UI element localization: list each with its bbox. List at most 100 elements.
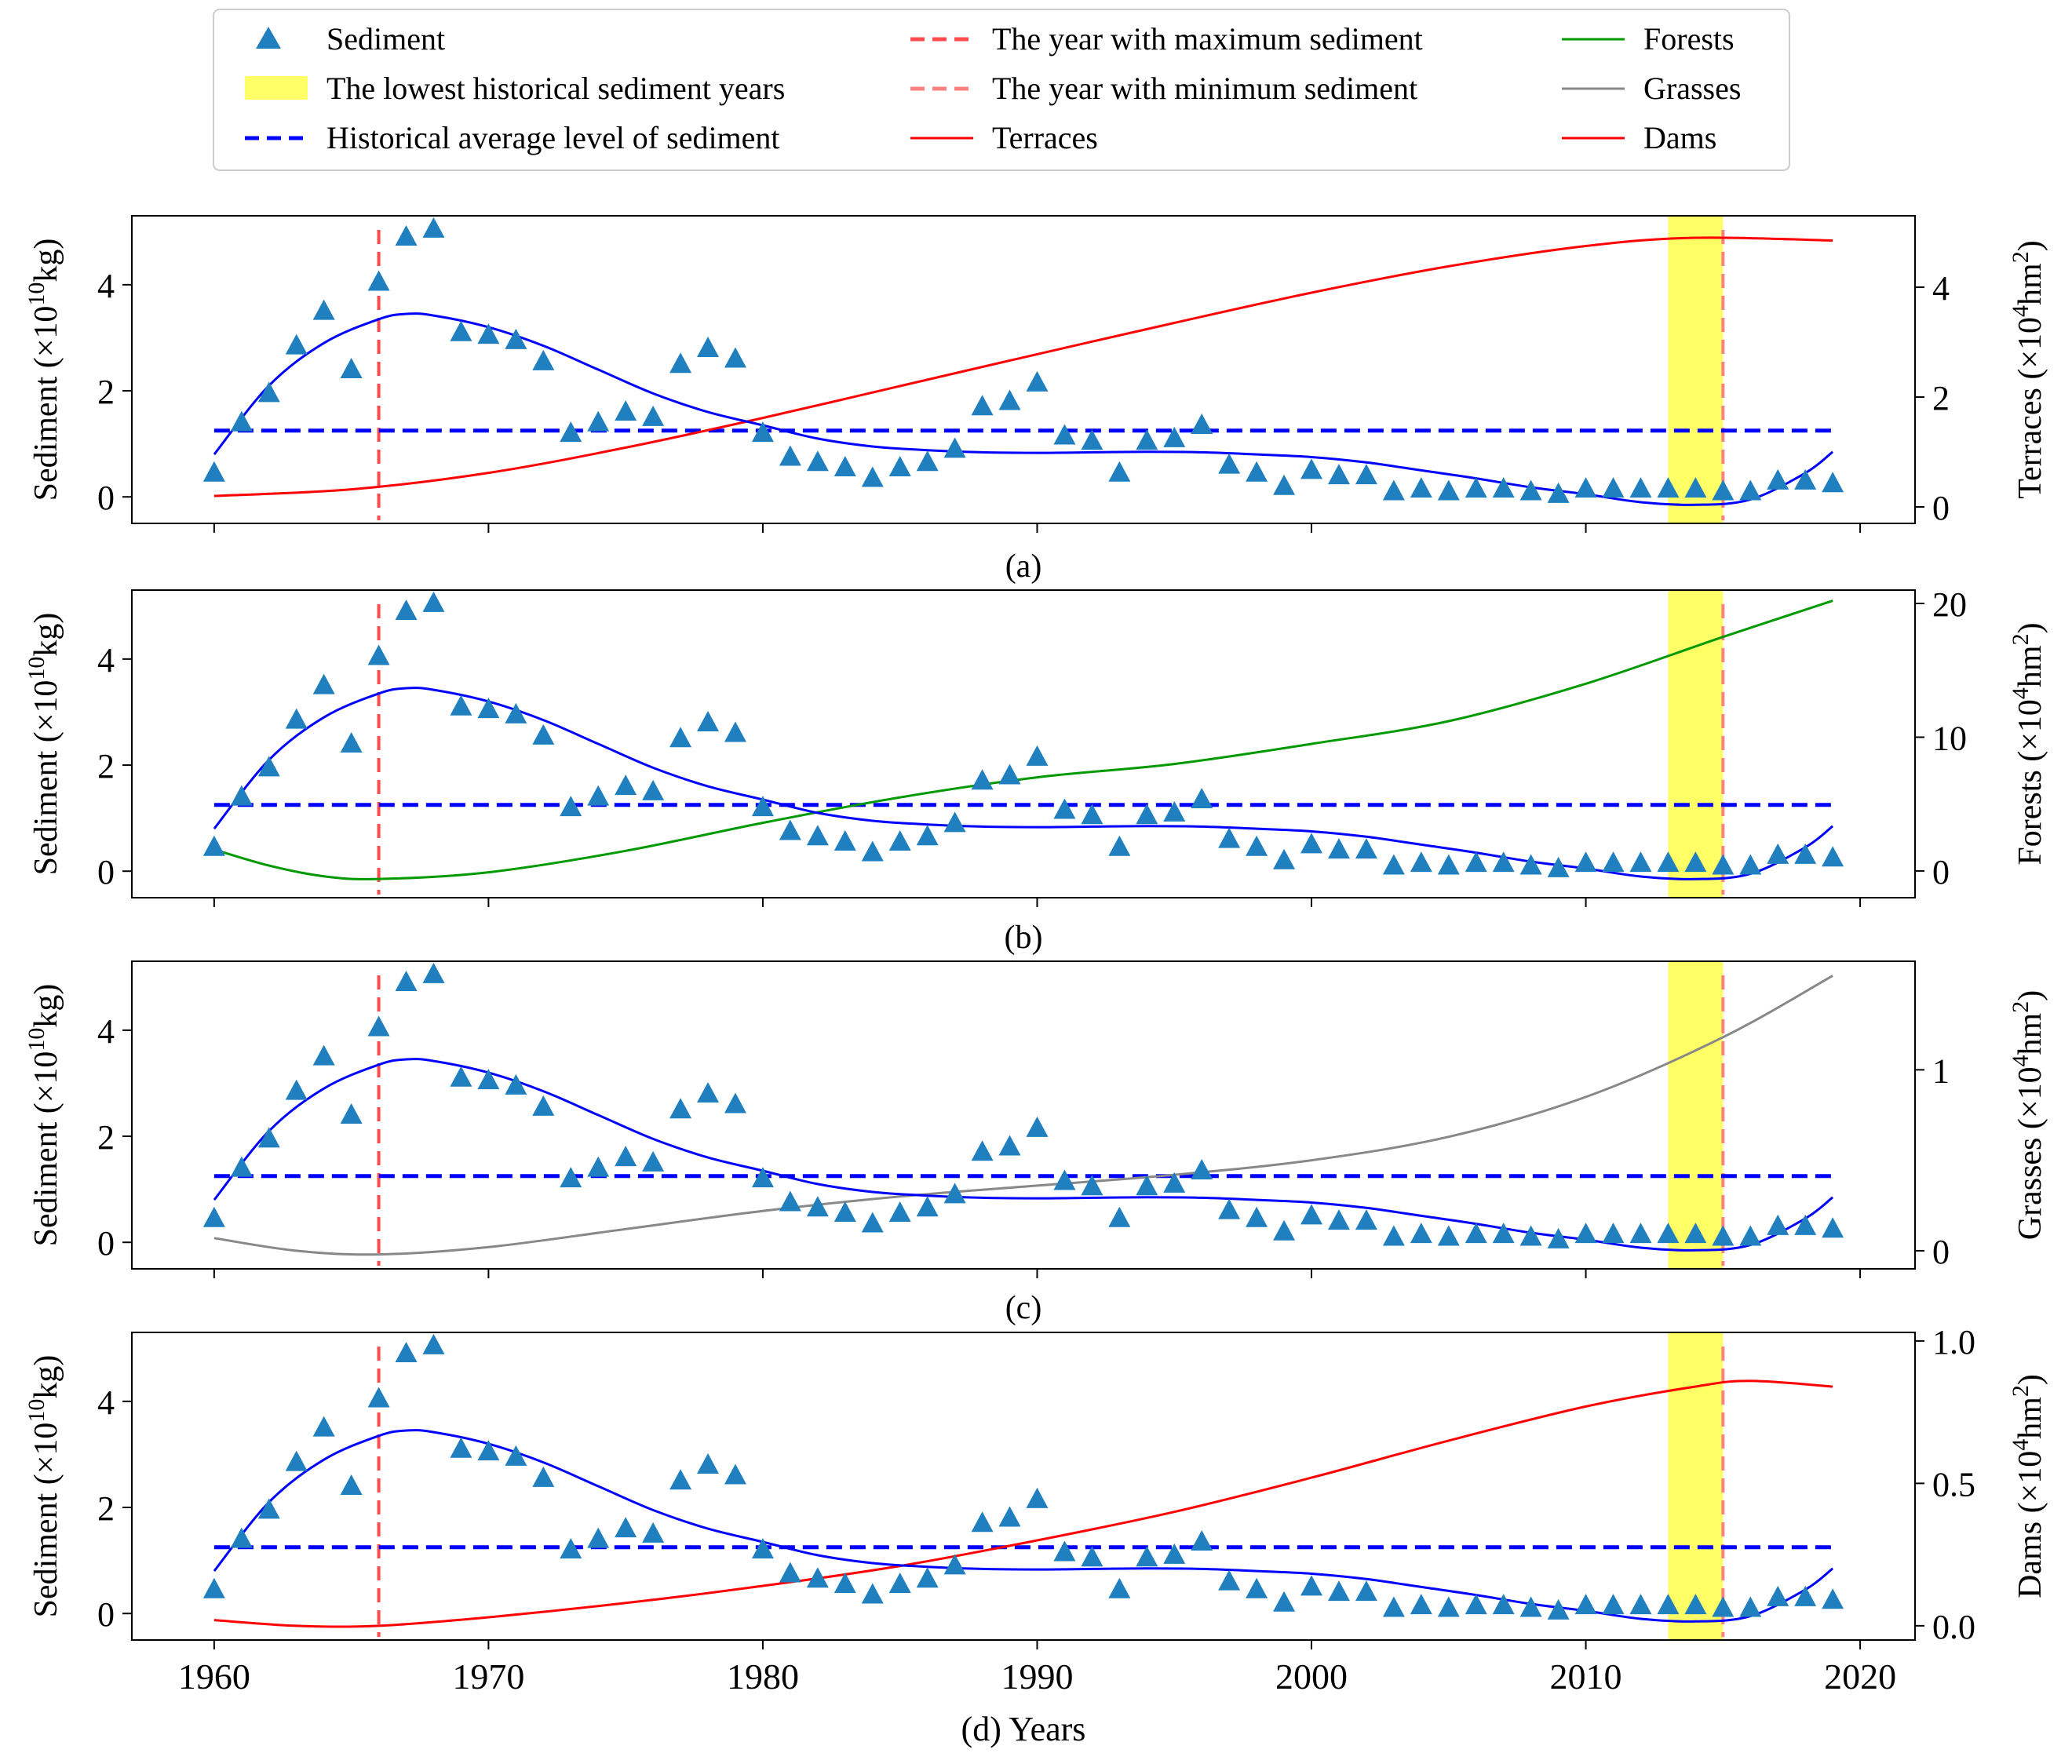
sediment-point — [1163, 1543, 1186, 1564]
sediment-point — [257, 756, 280, 777]
sediment-point — [1300, 1575, 1323, 1596]
sediment-point — [1602, 1594, 1625, 1615]
left-tick-label: 2 — [97, 1489, 115, 1528]
legend-item: Forests — [1562, 21, 1735, 56]
legend-label: Sediment — [326, 21, 445, 56]
sediment-point — [861, 1583, 884, 1604]
sediment-point — [505, 1073, 527, 1095]
sediment-point — [669, 1469, 692, 1490]
sediment-point — [1246, 1577, 1268, 1598]
sediment-point — [724, 347, 746, 368]
sediment-point — [1519, 854, 1542, 875]
sediment-point — [1218, 1198, 1241, 1219]
panel-caption: (a) — [1005, 549, 1042, 585]
sediment-point — [615, 1146, 637, 1167]
sediment-point — [395, 600, 418, 621]
series-forests-line — [213, 600, 1833, 880]
sediment-point — [1684, 477, 1707, 498]
sediment-point — [1081, 804, 1103, 825]
sediment-point — [1053, 798, 1076, 819]
sediment-point — [834, 1573, 856, 1594]
sediment-point — [888, 456, 911, 477]
left-axis-label-text: Sediment (×10 — [28, 1423, 64, 1618]
sediment-fit-curve — [213, 687, 1834, 880]
sediment-point — [1026, 745, 1049, 766]
sediment-point — [1492, 1223, 1515, 1244]
sediment-point — [669, 1098, 692, 1119]
left-tick-label: 4 — [97, 641, 115, 680]
sediment-point — [1547, 856, 1570, 877]
sediment-point — [751, 421, 774, 443]
legend-label: The year with minimum sediment — [992, 71, 1417, 106]
sediment-point — [1547, 1598, 1570, 1620]
right-axis-label-exponent: 4 — [2008, 687, 2034, 699]
sediment-point — [1492, 477, 1515, 498]
lowest-sediment-band — [1668, 216, 1724, 523]
sediment-point — [998, 389, 1021, 410]
sediment-point — [1492, 1594, 1515, 1615]
sediment-point — [1136, 804, 1158, 825]
sediment-point — [587, 410, 610, 432]
sediment-point — [367, 1387, 390, 1408]
sediment-point — [806, 450, 829, 472]
sediment-point — [422, 591, 445, 612]
legend-label: Historical average level of sediment — [326, 120, 780, 155]
left-axis-label-text: Sediment (×10 — [28, 680, 64, 876]
sediment-point — [1053, 1169, 1076, 1190]
sediment-point — [257, 381, 280, 403]
sediment-point — [1273, 848, 1296, 869]
sediment-point — [202, 1577, 225, 1598]
sediment-point — [395, 1342, 418, 1363]
right-axis-label: Grasses (×104hm2) — [2008, 990, 2049, 1240]
sediment-point — [285, 1079, 308, 1100]
sediment-point — [505, 702, 527, 723]
lowest-sediment-band — [1668, 590, 1724, 898]
right-axis-label-text: Grasses (×10 — [2012, 1066, 2048, 1240]
sediment-point — [1602, 851, 1625, 873]
sediment-point — [834, 830, 856, 851]
sediment-point — [1081, 1546, 1103, 1567]
panel-caption: (b) — [1005, 920, 1043, 956]
sediment-point — [230, 785, 253, 806]
sediment-point — [1108, 835, 1131, 856]
sediment-point — [697, 710, 720, 731]
sediment-point — [1410, 1223, 1432, 1244]
right-axis-label-unit: hm — [2012, 645, 2048, 687]
sediment-point — [1108, 1577, 1131, 1598]
sediment-point — [1355, 464, 1377, 485]
sediment-point — [1657, 851, 1680, 873]
sediment-point — [1108, 461, 1131, 482]
sediment-point — [230, 1527, 253, 1548]
sediment-point — [1300, 1204, 1323, 1225]
sediment-point — [943, 437, 966, 458]
sediment-point — [943, 1183, 966, 1204]
sediment-point — [340, 1474, 363, 1495]
sediment-point — [1327, 1209, 1350, 1230]
sediment-point — [1191, 413, 1213, 434]
sediment-point — [1574, 1594, 1597, 1615]
sediment-point — [1712, 854, 1735, 875]
left-axis-label-unit: kg) — [28, 613, 64, 657]
sediment-point — [1767, 468, 1789, 490]
sediment-point — [1081, 1175, 1103, 1196]
sediment-point — [1410, 851, 1432, 873]
sediment-point — [1273, 1219, 1296, 1241]
right-tick-label: 2 — [1932, 379, 1950, 417]
sediment-point — [1794, 1214, 1817, 1235]
left-tick-label: 2 — [97, 747, 115, 785]
sediment-fit-curve — [213, 1429, 1834, 1623]
sediment-point — [1547, 1227, 1570, 1248]
sediment-point — [587, 1156, 610, 1177]
sediment-point — [998, 764, 1021, 785]
legend-item: Grasses — [1562, 71, 1741, 106]
sediment-point — [1822, 472, 1844, 493]
sediment-point — [1382, 1596, 1405, 1617]
sediment-point — [422, 962, 445, 983]
right-axis-label-exponent: 2 — [2008, 1385, 2034, 1397]
sediment-point — [1191, 1529, 1213, 1551]
right-axis-label-unit: hm — [2012, 1397, 2048, 1439]
sediment-point — [560, 421, 582, 443]
sediment-point — [1739, 854, 1762, 875]
